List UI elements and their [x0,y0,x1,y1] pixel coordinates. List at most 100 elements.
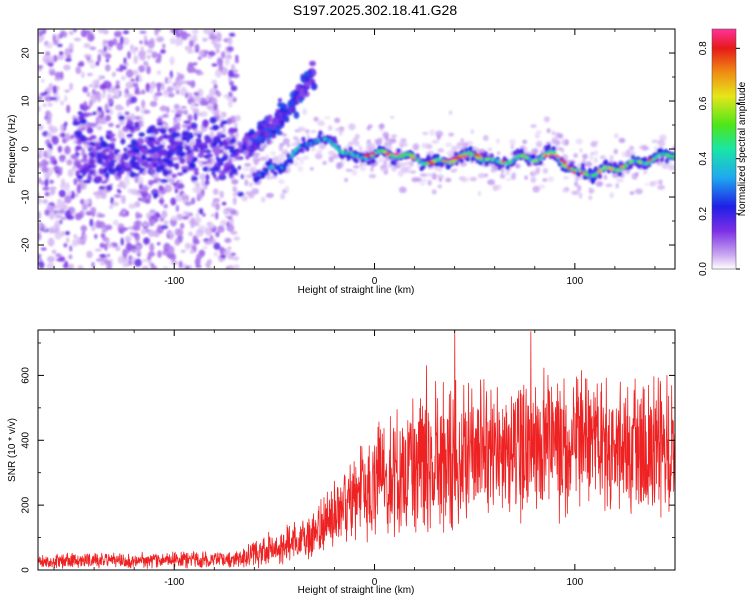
heatmap-cell [181,136,188,141]
heatmap-cell [496,138,500,144]
heatmap-cell [366,153,371,157]
heatmap-cell [197,133,202,139]
heatmap-cell [344,178,348,182]
heatmap-cell [123,57,127,65]
heatmap-cell [515,163,519,169]
heatmap-cell [64,231,70,236]
heatmap-cell [573,153,578,158]
heatmap-cell [524,175,528,180]
heatmap-cell [526,160,531,167]
heatmap-cell [73,37,82,42]
heatmap-cell [615,183,619,189]
heatmap-cell [149,209,157,214]
heatmap-cell [38,212,41,220]
heatmap-cell [209,87,217,97]
heatmap-cell [114,149,121,153]
heatmap-cell [233,264,240,269]
heatmap-cell [143,148,151,155]
heatmap-cell [38,124,44,131]
heatmap-cell [115,80,120,87]
heatmap-cell [175,32,182,38]
heatmap-cell [409,170,417,174]
heatmap-cell [137,144,145,151]
heatmap-cell [146,49,154,54]
heatmap-cell [280,193,286,200]
heatmap-cell [212,135,221,143]
heatmap-cell [260,196,266,203]
heatmap-cell [129,171,137,178]
heatmap-cell [125,242,133,251]
heatmap-cell [593,157,598,164]
heatmap-cell [179,234,184,241]
heatmap-cell [42,199,48,204]
heatmap-cell [188,40,195,47]
heatmap-cell [66,54,72,58]
y-tick-label: 20 [21,47,32,59]
heatmap-cell [159,216,165,222]
heatmap-cell [216,109,220,115]
heatmap-cell [54,220,61,229]
heatmap-cell [143,40,149,46]
heatmap-cell [580,162,586,168]
heatmap-cell [187,92,193,100]
heatmap-cell [99,254,107,258]
heatmap-cell [383,159,388,166]
heatmap-cell [204,226,213,236]
heatmap-cell [126,99,130,107]
heatmap-cell [658,141,665,148]
heatmap-cell [65,237,70,244]
heatmap-cell [556,140,561,146]
heatmap-cell [168,245,175,255]
heatmap-cell [173,120,178,126]
heatmap-cell [195,212,200,222]
heatmap-cell [132,224,141,231]
heatmap-cell [73,29,77,33]
heatmap-cell [544,154,549,158]
heatmap-cell [194,171,199,176]
heatmap-cell [43,150,48,158]
heatmap-cell [651,139,658,143]
heatmap-cell [97,213,106,218]
heatmap-cell [203,155,210,159]
heatmap-cell [505,169,510,176]
heatmap-cell [147,193,152,201]
heatmap-cell [153,177,162,182]
heatmap-cell [228,91,233,98]
heatmap-cell [170,215,178,221]
heatmap-cell [101,153,109,160]
heatmap-cell [156,82,162,89]
heatmap-cell [553,151,557,155]
heatmap-cell [224,57,230,66]
snr-frame [37,329,676,571]
heatmap-cell [202,166,209,172]
heatmap-cell [482,135,489,141]
heatmap-cell [590,151,596,156]
heatmap-cell [160,82,165,91]
heatmap-cell [112,219,119,226]
heatmap-cell [142,184,149,193]
heatmap-cell [145,82,151,91]
heatmap-cell [49,70,56,76]
heatmap-cell [304,75,310,83]
heatmap-cell [641,144,648,151]
heatmap-cell [141,99,146,109]
heatmap-cell [120,237,124,246]
heatmap-cell [41,166,49,173]
heatmap-cell [390,115,395,119]
heatmap-cell [218,63,224,72]
heatmap-cell [48,211,56,218]
heatmap-cell [55,253,62,258]
heatmap-cell [492,184,499,192]
heatmap-cell [38,223,43,229]
heatmap-cell [99,242,105,249]
heatmap-cell [141,154,147,160]
heatmap-cell [169,231,174,241]
heatmap-cell [97,125,103,131]
heatmap-cell [483,151,488,157]
heatmap-cell [129,129,135,133]
heatmap-cell [38,198,42,205]
heatmap-cell [147,251,156,257]
heatmap-cell [290,153,294,157]
heatmap-cell [189,264,193,269]
heatmap-cell [127,149,132,154]
